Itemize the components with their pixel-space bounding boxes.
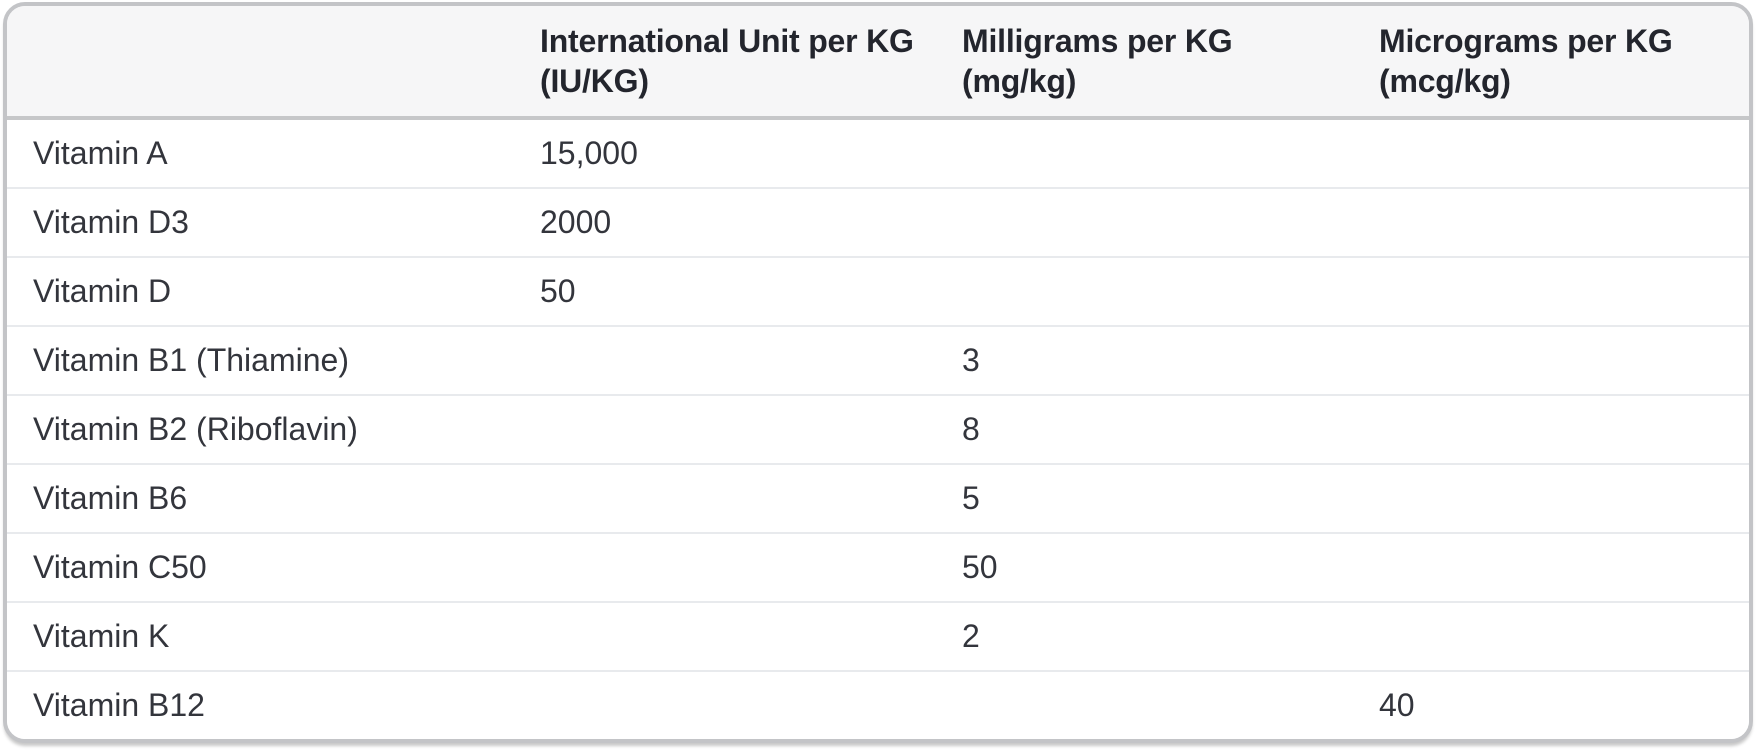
column-header-mcg-per-kg: Micrograms per KG (mcg/kg) xyxy=(1353,6,1749,120)
vitamin-name-cell: Vitamin B2 (Riboflavin) xyxy=(7,394,514,464)
table-row: Vitamin B2 (Riboflavin) 8 xyxy=(7,394,1749,464)
column-header-vitamin-name xyxy=(7,6,514,120)
mcg-per-kg-cell: 40 xyxy=(1353,670,1749,739)
vitamin-dosage-table-card: International Unit per KG (IU/KG) Millig… xyxy=(3,2,1753,743)
iu-per-kg-cell: 15,000 xyxy=(514,118,936,188)
table-row: Vitamin B1 (Thiamine) 3 xyxy=(7,325,1749,395)
table-row: Vitamin A 15,000 xyxy=(7,118,1749,188)
mcg-per-kg-cell xyxy=(1353,325,1749,395)
vitamin-dosage-table: International Unit per KG (IU/KG) Millig… xyxy=(7,6,1749,739)
table-header: International Unit per KG (IU/KG) Millig… xyxy=(7,6,1749,120)
mcg-per-kg-cell xyxy=(1353,118,1749,188)
column-header-iu-per-kg: International Unit per KG (IU/KG) xyxy=(514,6,936,120)
vitamin-name-cell: Vitamin C50 xyxy=(7,532,514,602)
table-row: Vitamin D 50 xyxy=(7,256,1749,326)
table-body: Vitamin A 15,000 Vitamin D3 2000 Vitamin… xyxy=(7,118,1749,739)
iu-per-kg-cell xyxy=(514,532,936,602)
iu-per-kg-cell xyxy=(514,394,936,464)
iu-per-kg-cell: 50 xyxy=(514,256,936,326)
mcg-per-kg-cell xyxy=(1353,256,1749,326)
mg-per-kg-cell: 3 xyxy=(936,325,1353,395)
mg-per-kg-cell: 2 xyxy=(936,601,1353,671)
column-header-mg-per-kg: Milligrams per KG (mg/kg) xyxy=(936,6,1353,120)
iu-per-kg-cell: 2000 xyxy=(514,187,936,257)
table-row: Vitamin B12 40 xyxy=(7,670,1749,739)
table-row: Vitamin D3 2000 xyxy=(7,187,1749,257)
mcg-per-kg-cell xyxy=(1353,463,1749,533)
mg-per-kg-cell xyxy=(936,256,1353,326)
iu-per-kg-cell xyxy=(514,325,936,395)
table-row: Vitamin C50 50 xyxy=(7,532,1749,602)
mg-per-kg-cell xyxy=(936,187,1353,257)
iu-per-kg-cell xyxy=(514,601,936,671)
table-row: Vitamin K 2 xyxy=(7,601,1749,671)
mg-per-kg-cell: 5 xyxy=(936,463,1353,533)
table-header-row: International Unit per KG (IU/KG) Millig… xyxy=(7,6,1749,120)
table-row: Vitamin B6 5 xyxy=(7,463,1749,533)
mcg-per-kg-cell xyxy=(1353,394,1749,464)
vitamin-name-cell: Vitamin D xyxy=(7,256,514,326)
mcg-per-kg-cell xyxy=(1353,601,1749,671)
vitamin-name-cell: Vitamin B6 xyxy=(7,463,514,533)
mg-per-kg-cell xyxy=(936,670,1353,739)
mcg-per-kg-cell xyxy=(1353,532,1749,602)
vitamin-name-cell: Vitamin B1 (Thiamine) xyxy=(7,325,514,395)
mg-per-kg-cell: 50 xyxy=(936,532,1353,602)
iu-per-kg-cell xyxy=(514,463,936,533)
vitamin-name-cell: Vitamin D3 xyxy=(7,187,514,257)
mg-per-kg-cell: 8 xyxy=(936,394,1353,464)
vitamin-name-cell: Vitamin A xyxy=(7,118,514,188)
vitamin-name-cell: Vitamin B12 xyxy=(7,670,514,739)
iu-per-kg-cell xyxy=(514,670,936,739)
vitamin-name-cell: Vitamin K xyxy=(7,601,514,671)
mg-per-kg-cell xyxy=(936,118,1353,188)
mcg-per-kg-cell xyxy=(1353,187,1749,257)
